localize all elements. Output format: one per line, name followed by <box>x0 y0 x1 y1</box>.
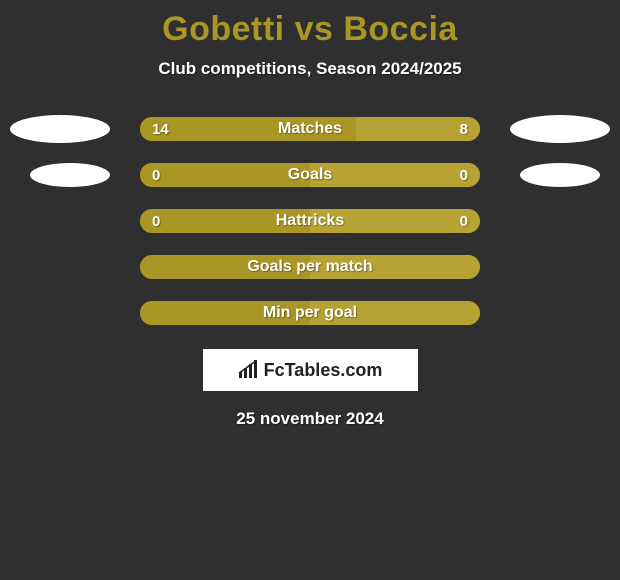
stat-bar: 0 0 Hattricks <box>140 209 480 233</box>
stat-label: Hattricks <box>276 212 344 230</box>
stat-row-goals: 0 0 Goals <box>0 163 620 187</box>
stat-label: Goals <box>288 166 332 184</box>
date-label: 25 november 2024 <box>0 409 620 429</box>
stat-value-left: 0 <box>152 167 160 184</box>
bar-chart-icon <box>238 360 260 380</box>
player-oval-right <box>510 115 610 143</box>
stat-row-min-per-goal: Min per goal <box>0 301 620 325</box>
stat-label: Min per goal <box>263 304 357 322</box>
page-title: Gobetti vs Boccia <box>0 0 620 49</box>
stat-row-matches: 14 8 Matches <box>0 117 620 141</box>
stat-row-goals-per-match: Goals per match <box>0 255 620 279</box>
comparison-infographic: Gobetti vs Boccia Club competitions, Sea… <box>0 0 620 580</box>
stat-value-left: 0 <box>152 213 160 230</box>
stat-bar: Min per goal <box>140 301 480 325</box>
stat-bar: 14 8 Matches <box>140 117 480 141</box>
stat-value-right: 0 <box>460 167 468 184</box>
stat-value-left: 14 <box>152 121 169 138</box>
stat-label: Goals per match <box>247 258 372 276</box>
stat-bar: Goals per match <box>140 255 480 279</box>
player-oval-left <box>10 115 110 143</box>
stat-row-hattricks: 0 0 Hattricks <box>0 209 620 233</box>
stat-value-right: 8 <box>460 121 468 138</box>
page-subtitle: Club competitions, Season 2024/2025 <box>0 59 620 79</box>
bar-fill-left <box>140 163 310 187</box>
player-oval-right <box>520 163 600 187</box>
player-oval-left <box>30 163 110 187</box>
stat-value-right: 0 <box>460 213 468 230</box>
stat-label: Matches <box>278 120 342 138</box>
brand-text: FcTables.com <box>264 360 383 381</box>
stat-rows: 14 8 Matches 0 0 Goals 0 0 Hattricks Goals per ma… <box>0 117 620 325</box>
brand-box: FcTables.com <box>203 349 418 391</box>
bar-fill-right <box>310 163 480 187</box>
stat-bar: 0 0 Goals <box>140 163 480 187</box>
